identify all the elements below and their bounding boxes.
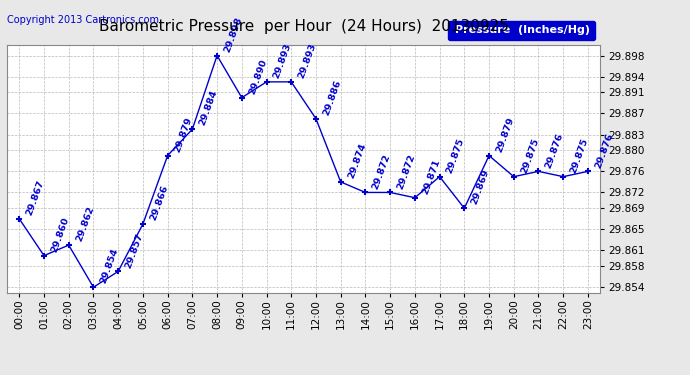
Text: 29.854: 29.854: [99, 248, 120, 285]
Text: 29.869: 29.869: [470, 168, 491, 206]
Text: 29.860: 29.860: [50, 216, 70, 254]
Text: 29.884: 29.884: [198, 89, 219, 127]
Legend: Pressure  (Inches/Hg): Pressure (Inches/Hg): [448, 21, 595, 40]
Text: 29.872: 29.872: [371, 152, 392, 190]
Text: Copyright 2013 Cartronics.com: Copyright 2013 Cartronics.com: [7, 15, 159, 25]
Text: 29.857: 29.857: [124, 231, 145, 269]
Text: 29.862: 29.862: [75, 205, 95, 243]
Text: 29.886: 29.886: [322, 79, 343, 117]
Text: 29.875: 29.875: [445, 137, 466, 174]
Text: 29.872: 29.872: [395, 152, 417, 190]
Text: 29.875: 29.875: [569, 137, 590, 174]
Text: 29.875: 29.875: [520, 137, 540, 174]
Text: 29.874: 29.874: [346, 142, 367, 180]
Text: 29.893: 29.893: [297, 42, 318, 80]
Text: 29.890: 29.890: [247, 58, 268, 96]
Text: 29.898: 29.898: [223, 15, 244, 53]
Text: 29.893: 29.893: [272, 42, 293, 80]
Text: 29.879: 29.879: [495, 116, 515, 153]
Text: 29.876: 29.876: [544, 131, 565, 169]
Text: 29.866: 29.866: [148, 184, 170, 222]
Text: 29.867: 29.867: [25, 179, 46, 217]
Text: 29.871: 29.871: [420, 158, 442, 195]
Text: 29.876: 29.876: [593, 131, 615, 169]
Text: Barometric Pressure  per Hour  (24 Hours)  20130925: Barometric Pressure per Hour (24 Hours) …: [99, 19, 509, 34]
Text: 29.879: 29.879: [173, 116, 195, 153]
